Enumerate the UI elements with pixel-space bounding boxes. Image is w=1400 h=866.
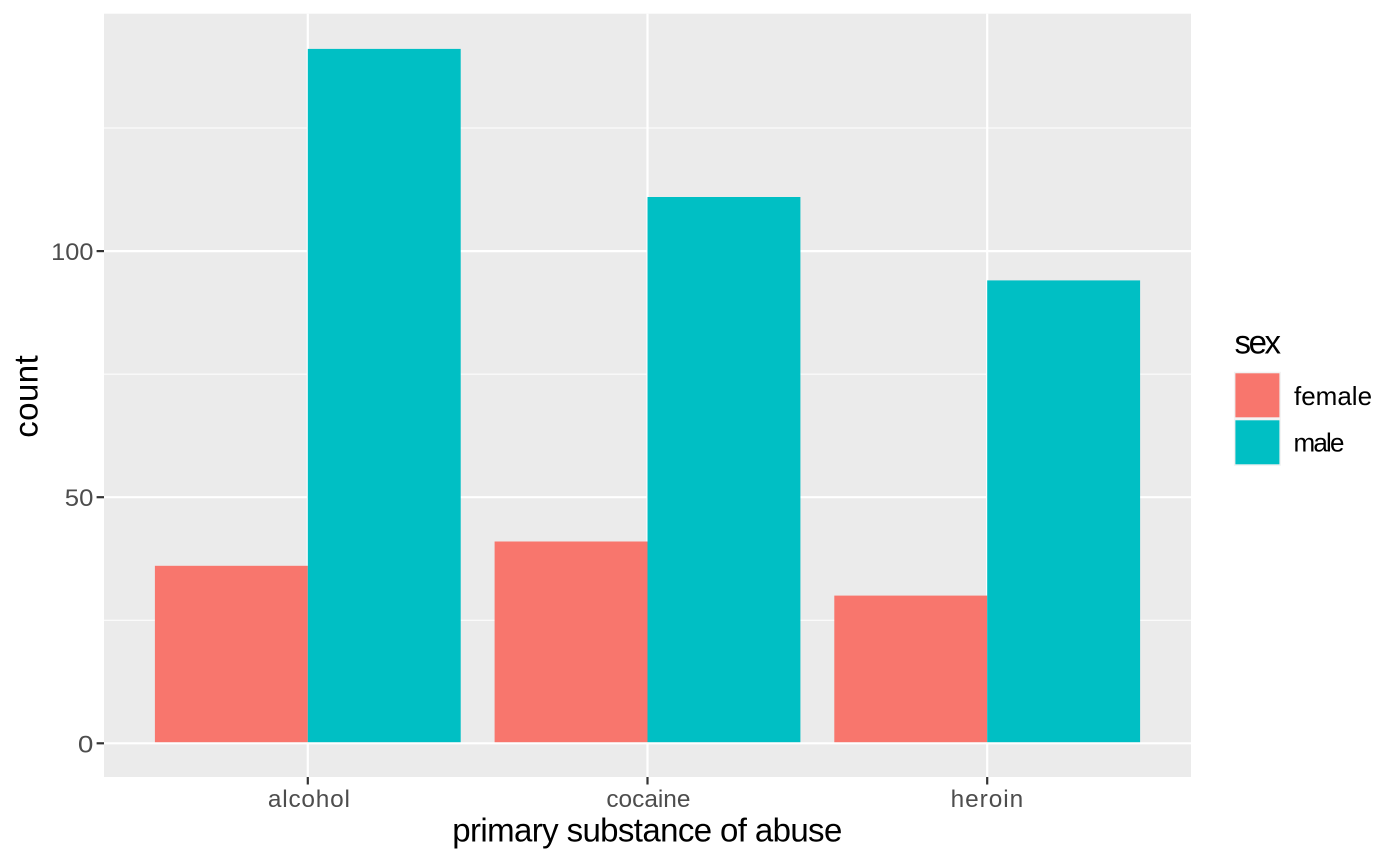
svg-text:heroin: heroin <box>951 786 1024 813</box>
svg-text:count: count <box>8 355 45 438</box>
svg-text:100: 100 <box>51 239 93 266</box>
svg-text:primary substance of abuse: primary substance of abuse <box>452 812 842 849</box>
svg-text:50: 50 <box>65 485 94 512</box>
svg-text:0: 0 <box>78 731 94 758</box>
svg-text:alcohol: alcohol <box>268 786 350 813</box>
svg-text:female: female <box>1294 381 1372 411</box>
svg-text:sex: sex <box>1235 324 1282 361</box>
svg-text:cocaine: cocaine <box>606 786 690 813</box>
svg-text:male: male <box>1294 428 1345 458</box>
